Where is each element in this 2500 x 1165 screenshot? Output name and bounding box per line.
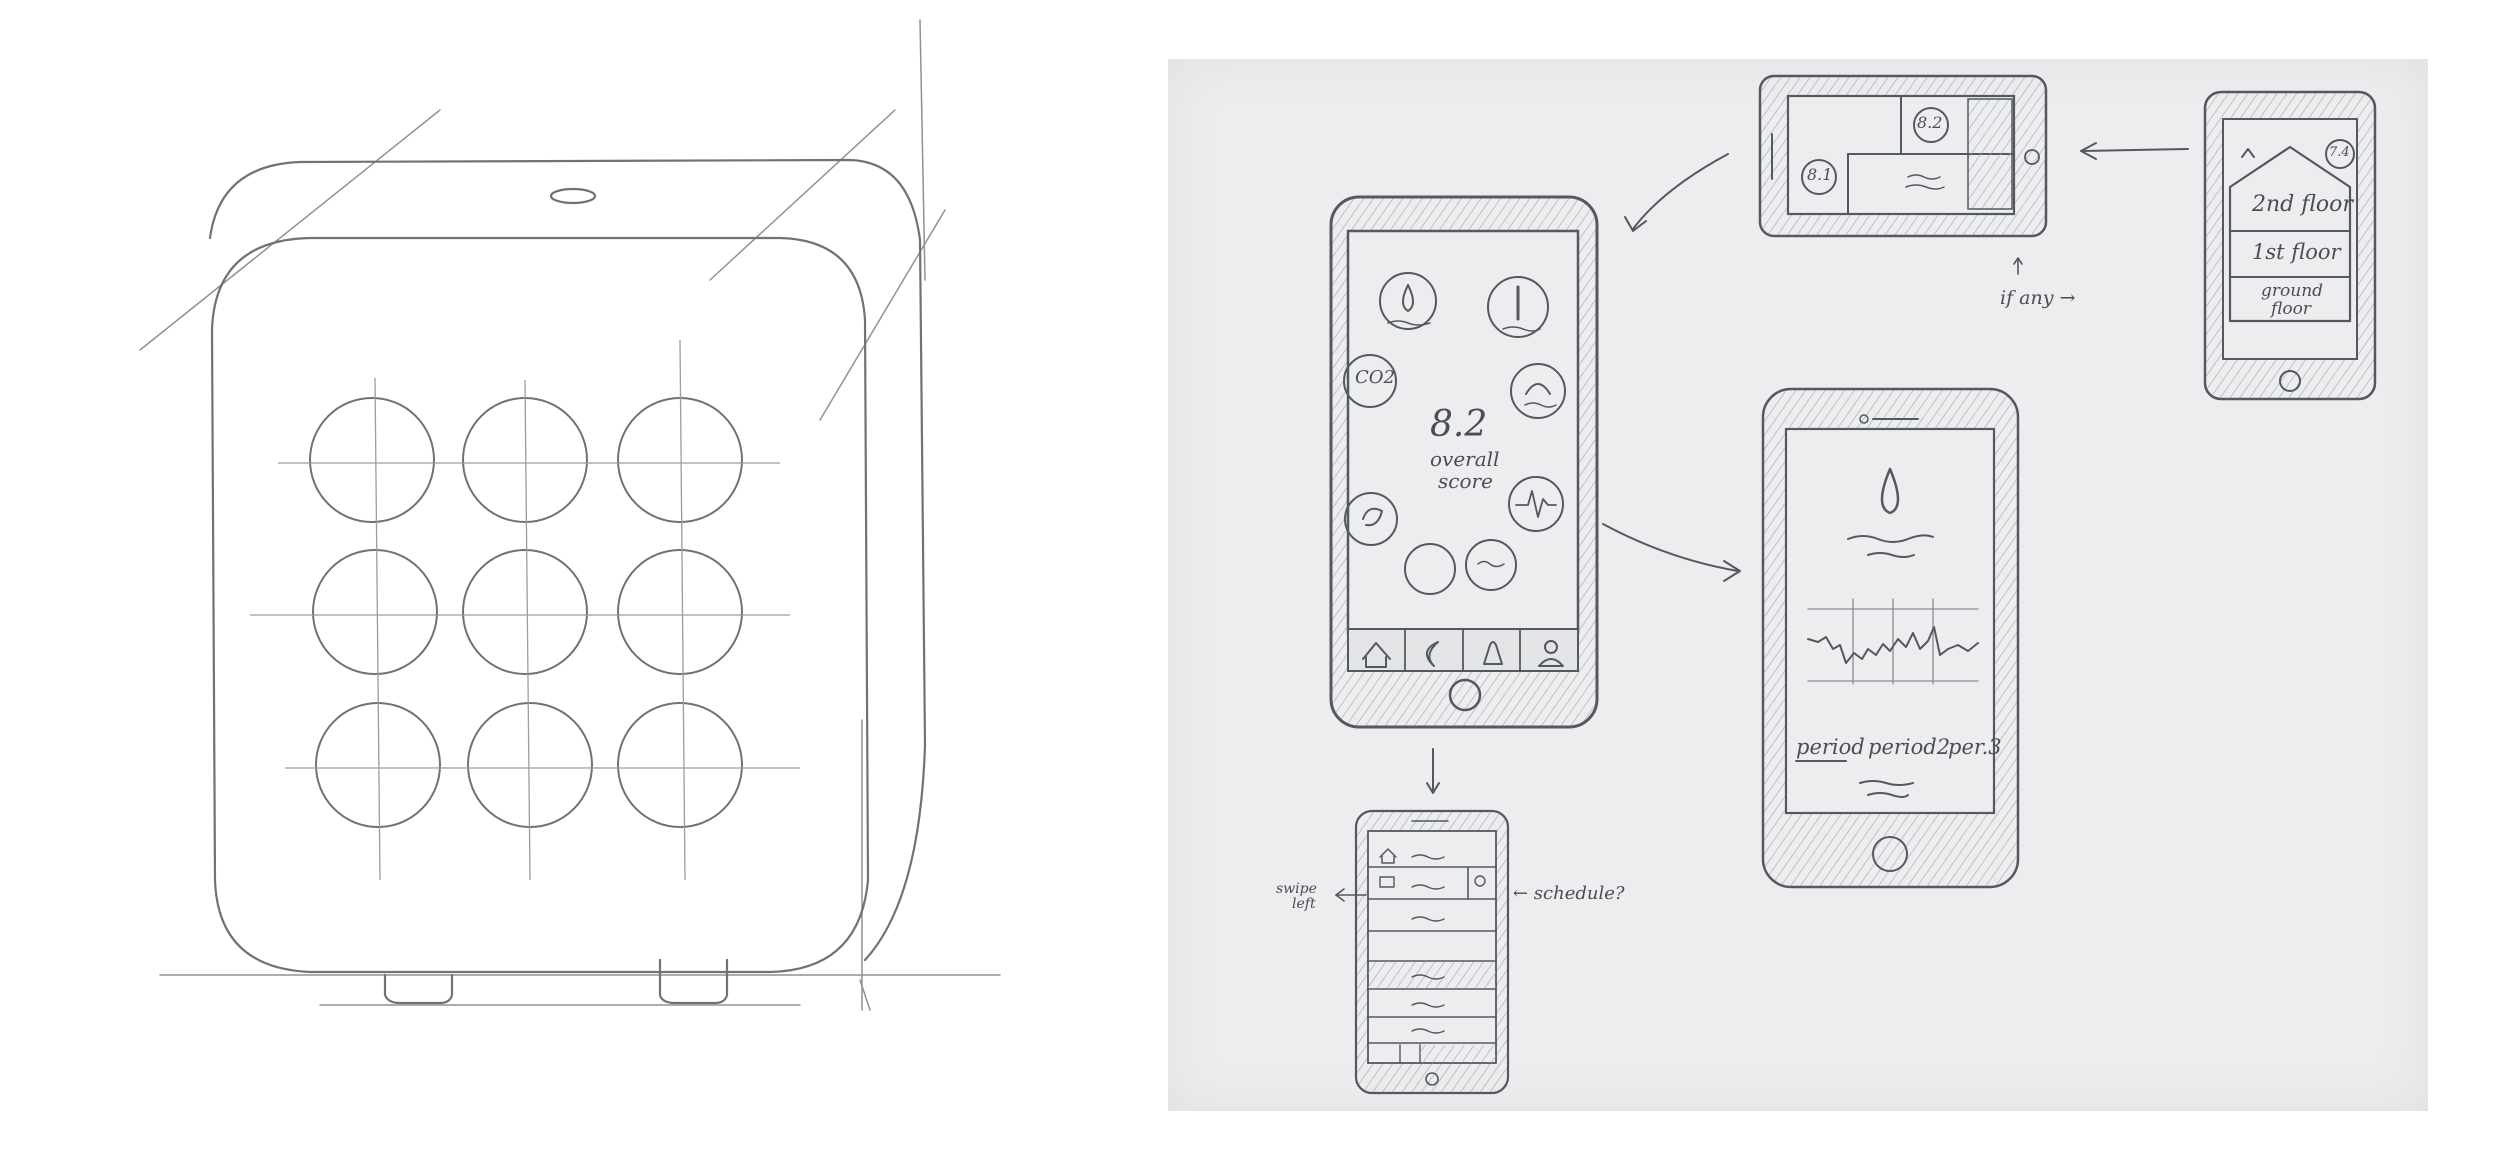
floor-first: 1st floor	[2252, 240, 2341, 264]
if-any-note: if any →	[2000, 287, 2076, 309]
detail-phone-sketch	[1761, 387, 2020, 889]
landscape-score-b: 8.1	[1807, 165, 1833, 184]
overall-score-caption-line2: score	[1438, 469, 1493, 493]
swipe-left-note-line2: left	[1292, 896, 1316, 912]
period-1: period	[1796, 735, 1865, 759]
overall-score: 8.2	[1430, 404, 1488, 445]
swipe-left-note-line1: swipe	[1276, 881, 1317, 897]
device-sketch	[139, 19, 1001, 1011]
floor-ground-line1: ground	[2261, 281, 2324, 301]
floors-badge: 7.4	[2329, 145, 2350, 160]
period-2: period2	[1868, 735, 1951, 759]
floor-second: 2nd floor	[2252, 192, 2353, 217]
overall-score-caption-line1: overall	[1430, 447, 1500, 471]
landscape-phone-sketch	[1758, 74, 2048, 238]
schedule-note: ← schedule?	[1513, 883, 1625, 904]
landscape-score-a: 8.2	[1917, 113, 1943, 132]
main-phone-sketch	[1329, 195, 1599, 729]
co2-label: CO2	[1355, 367, 1395, 388]
floor-ground-line2: floor	[2271, 299, 2311, 319]
period-3: per.3	[1948, 735, 2002, 759]
wireframe-paper: 8.2 overall score CO2 8.2 8.1 7.4 2nd fl…	[1168, 59, 2428, 1111]
list-phone-sketch	[1354, 809, 1510, 1095]
floors-phone-sketch	[2203, 90, 2377, 401]
flow-arrows	[1335, 142, 2189, 902]
